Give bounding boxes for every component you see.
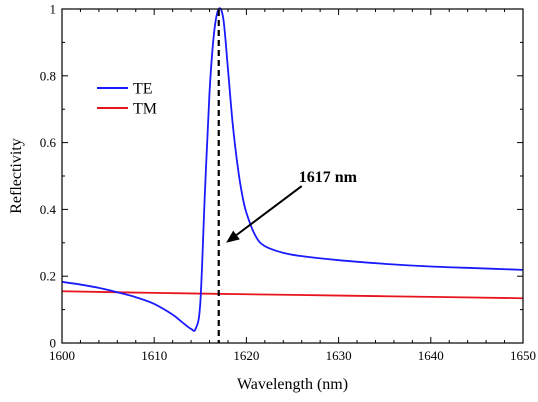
y-tick-label: 0 bbox=[50, 336, 57, 351]
y-axis-label: Reflectivity bbox=[8, 138, 25, 214]
y-tick-label: 0.8 bbox=[40, 68, 56, 83]
series-layer bbox=[61, 7, 524, 343]
x-tick-label: 1650 bbox=[510, 348, 536, 363]
annotation-arrowhead bbox=[226, 230, 240, 243]
series-line-te bbox=[61, 7, 524, 332]
plot-frame bbox=[61, 8, 524, 344]
axis-ticks: 1600 1610 1620 1630 1640 1650 0 0.2 0.4 0.6 0.8 1 bbox=[40, 2, 536, 364]
x-tick-label: 1620 bbox=[233, 348, 259, 363]
y-tick-label: 1 bbox=[50, 2, 57, 17]
legend: TE TM bbox=[97, 81, 157, 118]
x-tick-label: 1600 bbox=[49, 348, 75, 363]
annotation-arrow bbox=[235, 185, 303, 236]
legend-label-tm: TM bbox=[133, 101, 157, 118]
x-tick-label: 1640 bbox=[418, 348, 444, 363]
annotation-label: 1617 nm bbox=[299, 169, 358, 186]
y-tick-label: 0.6 bbox=[40, 135, 57, 150]
legend-label-te: TE bbox=[133, 81, 153, 98]
y-tick-label: 0.2 bbox=[40, 269, 56, 284]
x-axis-label: Wavelength (nm) bbox=[237, 376, 348, 393]
y-tick-label: 0.4 bbox=[40, 202, 57, 217]
x-tick-label: 1610 bbox=[141, 348, 167, 363]
x-tick-label: 1630 bbox=[326, 348, 352, 363]
annotation: 1617 nm bbox=[226, 169, 358, 243]
series-line-tm bbox=[61, 290, 524, 300]
